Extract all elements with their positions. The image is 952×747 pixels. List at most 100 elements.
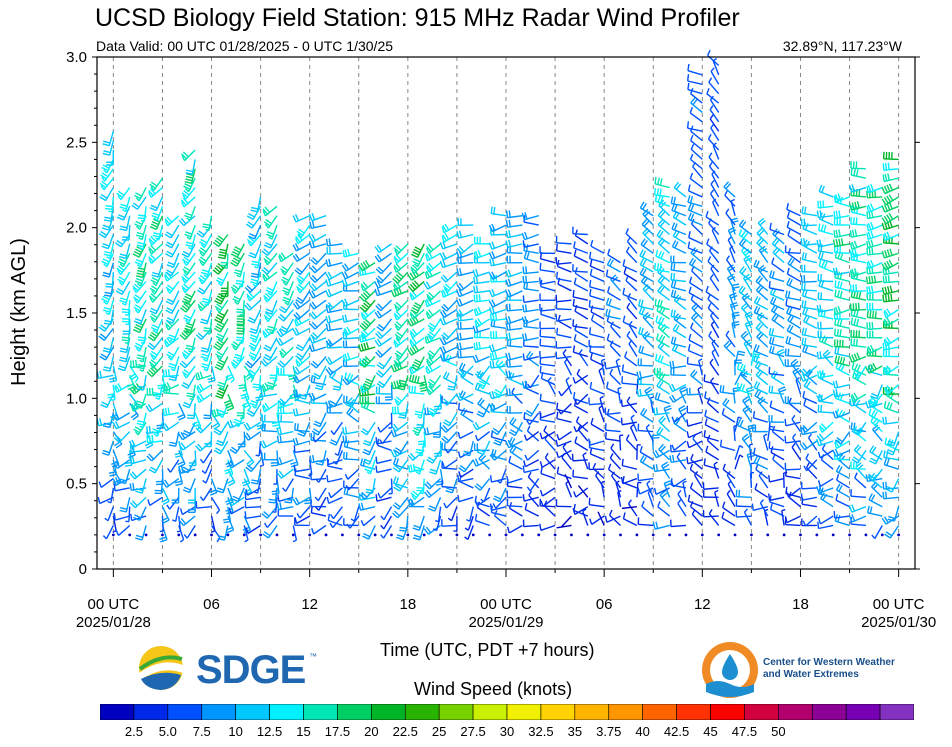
wind-barb-flag xyxy=(867,260,872,268)
wind-barb-flag xyxy=(164,479,170,487)
wind-barb-flag xyxy=(757,277,764,284)
wind-barb xyxy=(379,346,392,358)
wind-barb-flag xyxy=(100,185,105,191)
wind-barb-flag xyxy=(203,274,208,278)
wind-barb-flag xyxy=(204,303,209,307)
wind-barb-flag xyxy=(399,379,407,383)
wind-barb xyxy=(292,450,299,465)
wind-barb-flag xyxy=(132,202,140,208)
wind-barb xyxy=(103,177,114,191)
wind-barb-flag xyxy=(609,368,614,375)
wind-barb-flag xyxy=(838,229,841,237)
calm-dot xyxy=(520,533,524,537)
wind-barb-flag xyxy=(627,499,632,505)
wind-barb-flag xyxy=(396,380,400,388)
wind-barb xyxy=(851,174,867,179)
wind-barb xyxy=(654,374,670,376)
wind-barb-flag xyxy=(495,393,500,399)
wind-barb xyxy=(458,271,474,277)
wind-barb-flag xyxy=(511,387,515,394)
wind-barb-flag xyxy=(218,387,226,392)
wind-barb-flag xyxy=(742,332,749,339)
wind-barb-flag xyxy=(393,247,400,254)
wind-barb xyxy=(688,247,703,254)
wind-barb xyxy=(282,346,294,359)
wind-barb-flag xyxy=(874,311,877,319)
wind-barb-flag xyxy=(657,299,661,307)
wind-barb-flag xyxy=(102,449,110,454)
wind-barb-flag xyxy=(137,241,145,245)
wind-barb-flag xyxy=(884,533,891,539)
wind-barb-flag xyxy=(392,457,397,465)
wind-barb-flag xyxy=(140,219,145,222)
wind-barb-flag xyxy=(360,262,366,270)
wind-barb xyxy=(657,214,671,226)
wind-barb xyxy=(482,403,491,418)
wind-barb-flag xyxy=(522,266,525,274)
wind-barb-flag xyxy=(447,388,455,391)
wind-barb-flag xyxy=(704,391,707,399)
wind-barb-flag xyxy=(341,272,347,280)
wind-barb-flag xyxy=(474,499,478,507)
wind-barb-flag xyxy=(755,345,760,353)
wind-barb-flag xyxy=(659,211,666,218)
wind-barb xyxy=(540,280,556,286)
wind-barb xyxy=(299,280,311,294)
wind-barb-flag xyxy=(688,231,691,238)
wind-barb-flag xyxy=(263,294,270,301)
wind-barb-flag xyxy=(461,391,466,399)
wind-barb-flag xyxy=(395,447,402,453)
wind-barb xyxy=(850,344,867,348)
wind-barb-flag xyxy=(562,443,567,448)
wind-barb xyxy=(743,511,753,526)
wind-barb-flag xyxy=(393,257,398,264)
wind-barb-flag xyxy=(213,327,221,333)
wind-barb-flag xyxy=(206,332,211,335)
wind-barb-flag xyxy=(412,363,420,369)
wind-barb xyxy=(892,440,900,456)
wind-barb xyxy=(622,293,638,301)
wind-barb xyxy=(492,402,507,412)
wind-barb xyxy=(589,402,605,406)
wind-barb xyxy=(346,412,360,423)
wind-barb-flag xyxy=(671,222,676,230)
wind-barb xyxy=(787,263,801,273)
wind-barb-flag xyxy=(153,433,158,437)
wind-barb-flag xyxy=(392,512,399,519)
wind-barb xyxy=(785,492,801,498)
wind-barb xyxy=(883,421,899,425)
wind-barb xyxy=(110,487,115,503)
wind-barb-flag xyxy=(407,285,414,292)
wind-barb xyxy=(106,252,114,268)
wind-barb xyxy=(475,501,490,508)
wind-barb xyxy=(590,265,605,273)
wind-barb xyxy=(657,224,671,236)
wind-barb-flag xyxy=(252,386,260,389)
wind-barb-flag xyxy=(411,337,418,344)
wind-barb-flag xyxy=(425,526,432,534)
wind-barb xyxy=(714,492,720,507)
wind-barb-flag xyxy=(360,520,365,526)
wind-barb-flag xyxy=(508,431,516,437)
wind-barb-flag xyxy=(292,498,298,506)
wind-barb xyxy=(459,430,474,439)
wind-barb-flag xyxy=(264,382,270,390)
wind-barb xyxy=(707,439,720,451)
wind-barb-flag xyxy=(639,455,645,462)
wind-barb-flag xyxy=(325,368,331,376)
wind-barb xyxy=(705,216,720,226)
wind-barb-flag xyxy=(590,314,595,321)
wind-barb xyxy=(523,221,539,226)
wind-barb-flag xyxy=(245,466,252,473)
wind-barb-flag xyxy=(271,490,279,493)
wind-barb xyxy=(708,81,720,95)
wind-barb xyxy=(140,271,147,287)
wind-barb xyxy=(772,252,785,264)
wind-barb-flag xyxy=(474,421,480,429)
wind-barb-flag xyxy=(242,482,250,487)
wind-barb xyxy=(835,196,850,203)
wind-barb-flag xyxy=(133,250,141,256)
wind-barb xyxy=(428,355,442,367)
wind-barb-flag xyxy=(226,529,234,534)
wind-barb-flag xyxy=(171,519,176,523)
